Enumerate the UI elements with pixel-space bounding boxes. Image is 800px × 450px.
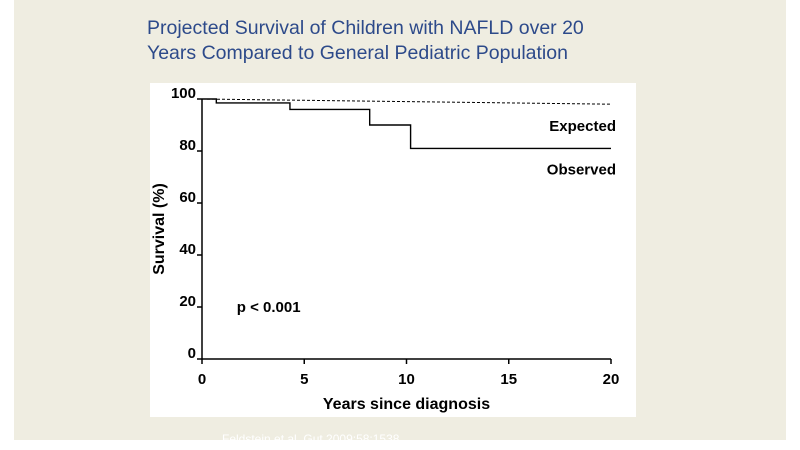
series-label-expected: Expected	[549, 118, 616, 135]
x-tick-label: 0	[198, 371, 206, 388]
y-tick-label: 40	[179, 241, 196, 258]
y-tick-label: 20	[179, 293, 196, 310]
y-tick-label: 60	[179, 189, 196, 206]
x-tick-label: 15	[500, 371, 517, 388]
y-axis-label: Survival (%)	[151, 183, 168, 275]
x-tick-label: 5	[300, 371, 308, 388]
slide-title: Projected Survival of Children with NAFL…	[147, 16, 707, 66]
survival-chart: 0 20 40 60 80 100 0 5 10 15 20 Years since diagnosi…	[151, 85, 620, 413]
x-axis-label: Years since diagnosis	[323, 396, 490, 413]
p-value-annotation: p < 0.001	[237, 299, 301, 316]
title-line-2: Years Compared to General Pediatric Popu…	[147, 42, 568, 64]
y-tick-label: 0	[188, 345, 196, 362]
x-tick-label: 20	[603, 371, 620, 388]
y-tick-label: 100	[171, 85, 196, 102]
series-line-expected	[201, 98, 612, 105]
series-line-observed	[202, 98, 611, 150]
y-tick-label: 80	[179, 137, 196, 154]
citation: Feldstein et al. Gut 2009;58:1538	[222, 432, 400, 446]
title-line-1: Projected Survival of Children with NAFL…	[147, 17, 584, 39]
series-label-observed: Observed	[547, 161, 616, 178]
x-tick-label: 10	[398, 371, 415, 388]
chart-panel: 0 20 40 60 80 100 0 5 10 15 20 Years since diagnosi…	[150, 83, 636, 417]
